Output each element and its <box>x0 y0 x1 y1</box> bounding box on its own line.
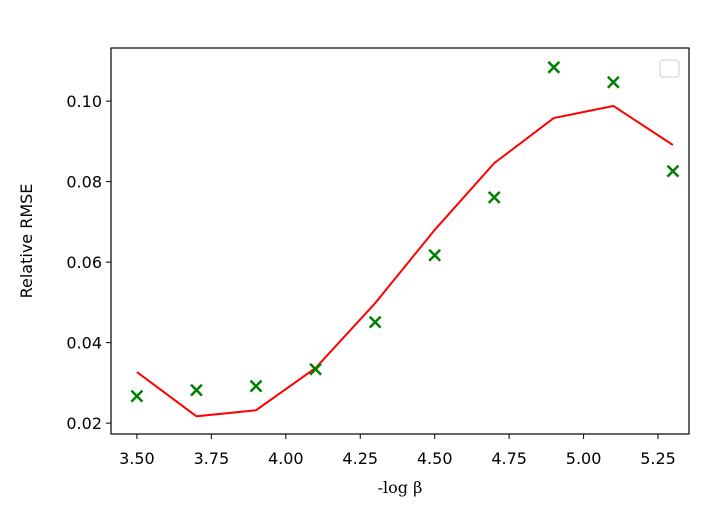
x-tick-label: 3.75 <box>194 449 230 468</box>
data-marker <box>309 362 322 376</box>
data-marker <box>666 164 680 178</box>
y-tick-label: 0.02 <box>66 414 102 433</box>
legend-box <box>659 59 680 78</box>
y-tick-label: 0.08 <box>66 173 102 192</box>
data-marker <box>130 389 144 403</box>
data-marker <box>487 190 501 204</box>
x-tick-label: 4.00 <box>268 449 304 468</box>
y-tick-label: 0.06 <box>66 253 102 272</box>
data-marker <box>190 383 203 397</box>
data-marker <box>547 60 561 74</box>
data-line <box>136 104 674 418</box>
plot-frame <box>110 47 690 435</box>
y-tick-label: 0.04 <box>66 334 102 353</box>
x-tick-label: 3.50 <box>119 449 155 468</box>
x-tick-label: 4.50 <box>417 449 453 468</box>
data-marker <box>249 379 263 393</box>
x-tick-label: 4.25 <box>342 449 378 468</box>
x-tick-label: 5.00 <box>566 449 602 468</box>
x-tick-label: 4.75 <box>491 449 527 468</box>
y-tick-label: 0.10 <box>66 92 102 111</box>
x-tick-label: 5.25 <box>640 449 676 468</box>
data-marker <box>428 248 442 262</box>
y-axis-label: Relative RMSE <box>17 184 36 299</box>
data-marker <box>606 75 620 89</box>
x-axis-label: -log β <box>378 478 423 497</box>
data-marker <box>368 315 382 329</box>
